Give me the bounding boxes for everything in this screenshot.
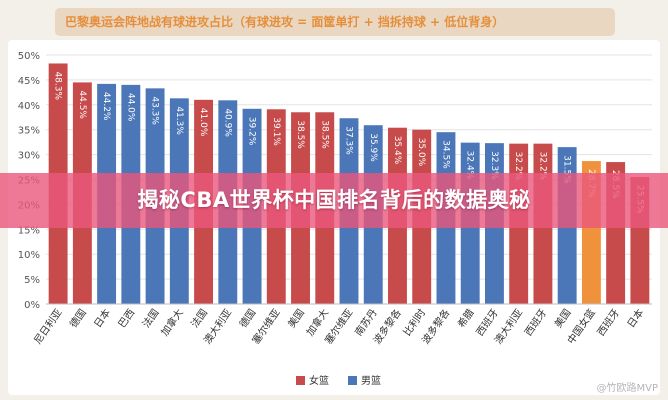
bar-data-label: 35.0% (416, 138, 426, 167)
legend-swatch (296, 376, 305, 385)
legend-label: 女篮 (309, 374, 329, 387)
x-tick-label: 巴西 (116, 307, 137, 330)
bar-data-label: 48.3% (53, 71, 63, 100)
bar-data-label: 38.5% (319, 120, 329, 149)
bar-data-label: 39.1% (271, 117, 281, 146)
chart-title: 巴黎奥运会阵地战有球进攻占比（有球进攻 = 面筐单打 + 挡拆持球 + 低位背身… (55, 8, 615, 36)
bar-data-label: 41.0% (198, 108, 208, 137)
x-tick-label: 加拿大 (158, 306, 186, 338)
y-tick-label: 0% (24, 300, 40, 311)
y-tick-label: 50% (18, 51, 40, 62)
bar-data-label: 35.4% (392, 136, 402, 165)
y-tick-label: 15% (18, 225, 40, 236)
y-tick-label: 40% (18, 101, 40, 112)
bar-data-label: 39.2% (247, 117, 257, 146)
bar-data-label: 44.5% (77, 90, 87, 119)
bar-data-label: 34.5% (440, 140, 450, 169)
y-tick-label: 30% (18, 151, 40, 162)
bar-data-label: 32.4% (465, 151, 475, 180)
bar-data-label: 38.5% (295, 120, 305, 149)
x-tick-label: 西班牙 (595, 307, 622, 338)
bar-data-label: 32.2% (513, 152, 523, 181)
x-tick-label: 美国 (551, 306, 573, 330)
x-tick-label: 德国 (67, 306, 89, 330)
watermark-text: @竹欧路MVP (596, 383, 659, 394)
headline-banner: 揭秘CBA世界杯中国排名背后的数据奥秘 (0, 173, 668, 228)
x-tick-label: 希腊 (455, 306, 477, 330)
x-tick-label: 日本 (91, 306, 113, 330)
bar-data-label: 44.0% (125, 93, 135, 122)
y-tick-label: 35% (18, 126, 40, 137)
bar-data-label: 41.3% (174, 106, 184, 135)
x-tick-label: 西班牙 (522, 307, 549, 338)
bar-data-label: 32.3% (489, 151, 499, 180)
x-tick-label: 法国 (139, 306, 161, 330)
x-tick-label: 尼日利亚 (32, 307, 65, 347)
bar-data-label: 31.5% (562, 155, 572, 184)
bar-data-label: 35.9% (368, 133, 378, 162)
x-tick-label: 德国 (236, 306, 258, 330)
y-tick-label: 5% (24, 275, 40, 286)
legend-swatch (348, 376, 357, 385)
x-tick-label: 日本 (624, 306, 646, 330)
bar-data-label: 43.3% (150, 96, 160, 125)
legend-label: 男篮 (361, 374, 381, 387)
bar-data-label: 40.9% (222, 108, 232, 137)
bar-data-label: 37.3% (344, 126, 354, 155)
y-tick-label: 10% (18, 250, 40, 261)
y-tick-label: 45% (18, 76, 40, 87)
bar-data-label: 44.2% (101, 92, 111, 121)
bar-data-label: 32.2% (537, 152, 547, 181)
x-tick-label: 法国 (188, 306, 210, 330)
x-tick-label: 美国 (285, 306, 307, 330)
